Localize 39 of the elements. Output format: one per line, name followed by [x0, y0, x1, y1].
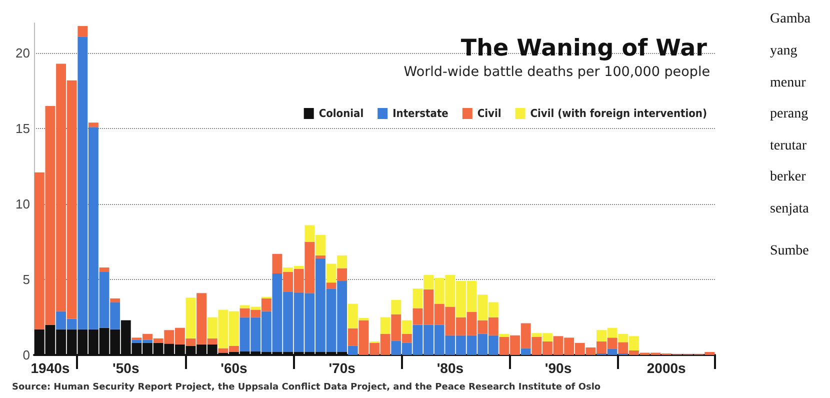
bar — [88, 122, 98, 128]
y-tick-label: 0 — [22, 348, 30, 362]
x-tick-label: '50s — [112, 360, 140, 376]
text: Sumbe — [770, 244, 809, 258]
legend-label: Civil — [477, 107, 502, 120]
bar — [326, 282, 336, 289]
text: World-wide battle deaths per 100,000 people — [404, 64, 710, 80]
legend-label: Colonial — [318, 107, 364, 120]
x-tick-label: '60s — [220, 360, 248, 376]
x-tick-label: '80s — [436, 360, 464, 376]
bar — [402, 320, 412, 334]
bar — [110, 298, 120, 302]
bar — [186, 298, 196, 338]
source-note: Source: Human Security Report Project, the Uppsala Conflict Data Project, and the Peace Research Institute of Oslo — [12, 382, 601, 392]
y-tick-label: 20 — [16, 46, 30, 61]
text: terutar — [770, 138, 807, 154]
text: Gamba — [770, 12, 812, 26]
text: senjata — [770, 202, 810, 216]
text: The Waning of War — [460, 36, 708, 62]
bar — [78, 26, 88, 37]
y-tick-label: 15 — [16, 121, 30, 136]
y-tick-label: 10 — [16, 196, 30, 212]
y-tick-label: 5 — [22, 272, 30, 288]
text: yang — [770, 44, 798, 58]
text: berker — [770, 170, 806, 184]
text: menur — [770, 76, 806, 90]
legend-label: Civil (with foreign intervention) — [530, 107, 708, 120]
bar — [520, 348, 531, 355]
bar — [380, 317, 390, 334]
bar — [337, 268, 348, 282]
bar — [99, 267, 110, 272]
text: perang — [770, 106, 808, 122]
legend-label: Interstate — [392, 107, 449, 120]
bar — [499, 334, 510, 337]
x-tick-label: 2000s — [646, 360, 686, 376]
x-tick-label: 1940s — [30, 360, 70, 376]
bar — [391, 300, 402, 314]
x-tick-label: '90s — [544, 360, 572, 376]
x-tick-label: '70s — [328, 360, 356, 376]
